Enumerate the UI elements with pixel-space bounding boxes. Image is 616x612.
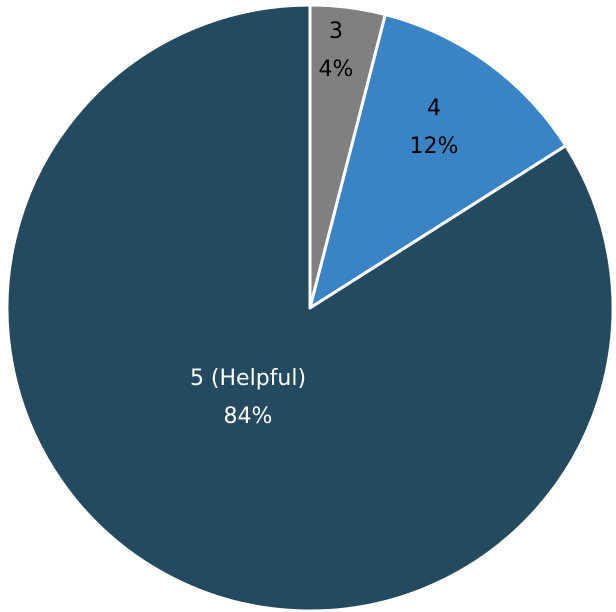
slice-percent-label: 84% [224,404,273,429]
slice-percent-label: 12% [410,134,459,159]
slice-category-label: 3 [329,19,343,44]
slice-category-label: 5 (Helpful) [190,366,306,391]
pie-slices [5,3,615,612]
pie-slice-5-helpful [5,3,615,612]
slice-percent-label: 4% [319,57,354,82]
pie-labels: 3 4% 4 12% 5 (Helpful) 84% [190,19,459,429]
slice-category-label: 4 [427,96,441,121]
pie-slice-4 [308,13,568,310]
